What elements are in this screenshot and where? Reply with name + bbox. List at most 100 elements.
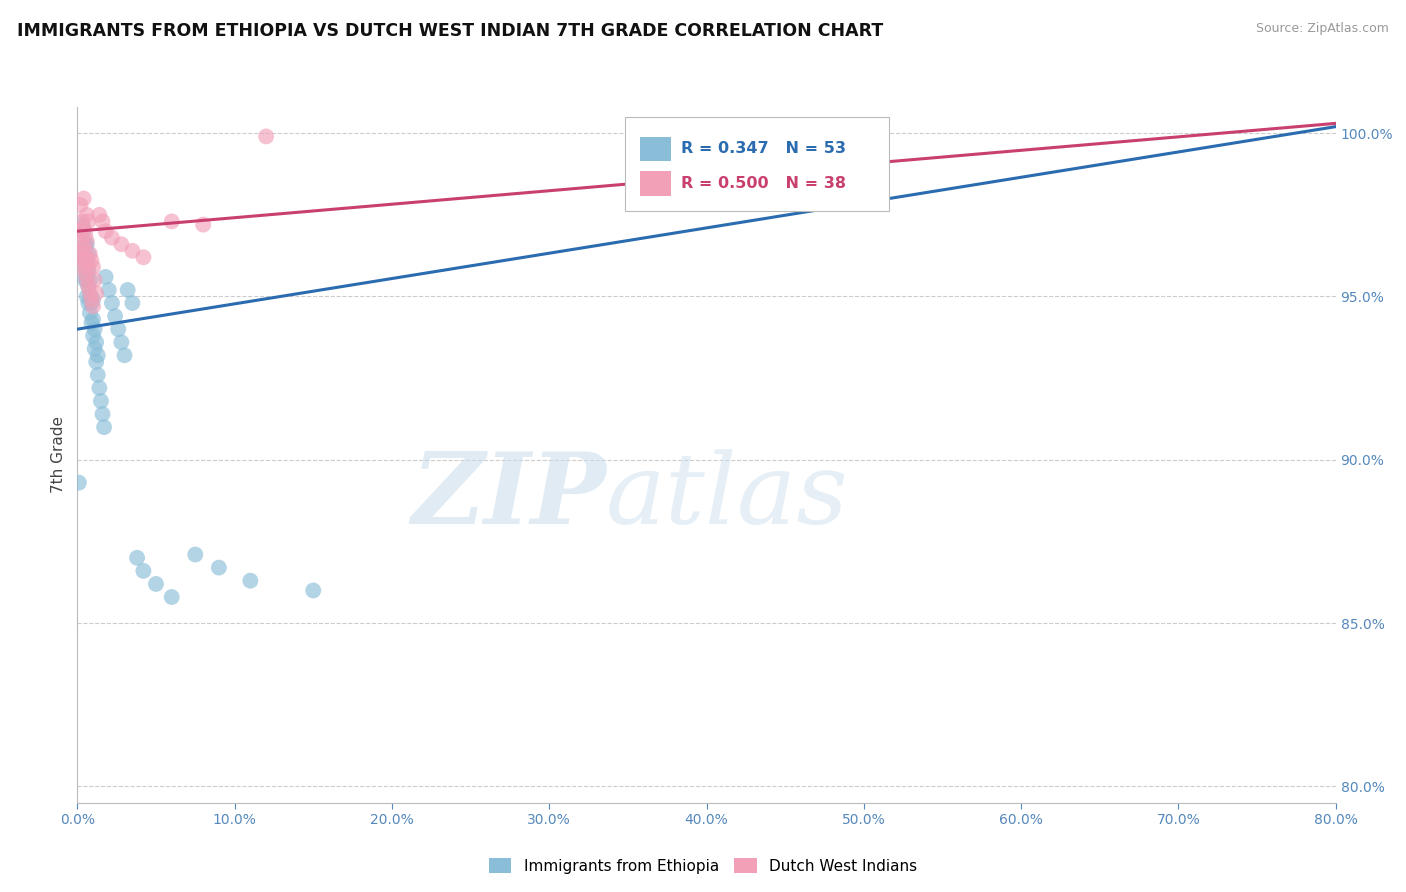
Text: atlas: atlas bbox=[606, 449, 849, 544]
Point bbox=[110, 335, 132, 350]
Point bbox=[127, 550, 149, 565]
Point bbox=[91, 214, 114, 228]
Point bbox=[76, 289, 98, 303]
Point bbox=[72, 263, 94, 277]
Point bbox=[80, 316, 103, 330]
Point bbox=[101, 230, 124, 244]
Point bbox=[191, 218, 215, 232]
Text: Source: ZipAtlas.com: Source: ZipAtlas.com bbox=[1256, 22, 1389, 36]
Point bbox=[97, 283, 120, 297]
Text: R = 0.347   N = 53: R = 0.347 N = 53 bbox=[682, 141, 846, 156]
Point bbox=[89, 208, 111, 222]
Point bbox=[70, 253, 93, 268]
Y-axis label: 7th Grade: 7th Grade bbox=[51, 417, 66, 493]
Point bbox=[75, 267, 97, 281]
Point bbox=[208, 560, 231, 574]
Point bbox=[184, 548, 207, 562]
Point bbox=[89, 381, 111, 395]
Point bbox=[77, 214, 100, 228]
Point bbox=[91, 407, 114, 421]
Point bbox=[83, 342, 105, 356]
Point bbox=[79, 306, 101, 320]
Point bbox=[76, 273, 98, 287]
Point bbox=[76, 237, 98, 252]
Point bbox=[117, 283, 139, 297]
Point bbox=[76, 257, 98, 271]
Point bbox=[121, 296, 143, 310]
Point bbox=[69, 198, 91, 212]
Point bbox=[70, 214, 93, 228]
Point bbox=[94, 269, 117, 284]
Point bbox=[132, 564, 155, 578]
Point bbox=[72, 220, 94, 235]
Point bbox=[70, 218, 93, 232]
Point bbox=[75, 247, 97, 261]
Point bbox=[79, 273, 101, 287]
Point bbox=[101, 296, 124, 310]
Point bbox=[302, 583, 325, 598]
Point bbox=[75, 227, 97, 242]
Point bbox=[72, 247, 94, 261]
Point bbox=[84, 335, 107, 350]
Point bbox=[254, 129, 277, 144]
Bar bbox=[640, 171, 671, 195]
Point bbox=[82, 293, 104, 307]
Point bbox=[72, 260, 94, 274]
Point bbox=[67, 247, 90, 261]
Point bbox=[76, 253, 98, 268]
Point bbox=[94, 224, 117, 238]
Point bbox=[160, 214, 183, 228]
Point bbox=[80, 253, 103, 268]
Point bbox=[76, 273, 98, 287]
Point bbox=[69, 224, 91, 238]
Point bbox=[75, 273, 97, 287]
Point bbox=[93, 420, 115, 434]
Point bbox=[87, 368, 110, 382]
Text: IMMIGRANTS FROM ETHIOPIA VS DUTCH WEST INDIAN 7TH GRADE CORRELATION CHART: IMMIGRANTS FROM ETHIOPIA VS DUTCH WEST I… bbox=[17, 22, 883, 40]
Point bbox=[104, 309, 127, 323]
Point bbox=[90, 394, 112, 409]
Text: R = 0.500   N = 38: R = 0.500 N = 38 bbox=[682, 176, 846, 191]
Point bbox=[77, 279, 100, 293]
Point bbox=[84, 286, 107, 301]
Point bbox=[69, 250, 91, 264]
Point bbox=[121, 244, 143, 258]
Point bbox=[84, 355, 107, 369]
Legend: Immigrants from Ethiopia, Dutch West Indians: Immigrants from Ethiopia, Dutch West Ind… bbox=[482, 852, 924, 880]
Point bbox=[80, 296, 103, 310]
Bar bbox=[624, 118, 889, 211]
Bar bbox=[640, 136, 671, 161]
Point bbox=[72, 240, 94, 254]
Point bbox=[67, 475, 90, 490]
Point bbox=[70, 247, 93, 261]
Point bbox=[82, 299, 104, 313]
Point bbox=[132, 250, 155, 264]
Point bbox=[76, 208, 98, 222]
Point bbox=[107, 322, 129, 336]
Point bbox=[80, 293, 103, 307]
Point bbox=[77, 279, 100, 293]
Point bbox=[160, 590, 183, 604]
Point bbox=[75, 253, 97, 268]
Point bbox=[79, 286, 101, 301]
Point bbox=[70, 234, 93, 248]
Point bbox=[79, 289, 101, 303]
Point bbox=[77, 263, 100, 277]
Point bbox=[83, 273, 105, 287]
Point bbox=[77, 260, 100, 274]
Point bbox=[79, 247, 101, 261]
Point bbox=[239, 574, 262, 588]
Point bbox=[75, 237, 97, 252]
Point bbox=[110, 237, 132, 252]
Point bbox=[87, 348, 110, 362]
Point bbox=[83, 322, 105, 336]
Point bbox=[77, 247, 100, 261]
Point bbox=[72, 192, 94, 206]
Point bbox=[72, 224, 94, 238]
Point bbox=[77, 296, 100, 310]
Point bbox=[145, 577, 167, 591]
Point bbox=[114, 348, 136, 362]
Point bbox=[76, 234, 98, 248]
Point bbox=[82, 260, 104, 274]
Text: ZIP: ZIP bbox=[411, 449, 606, 545]
